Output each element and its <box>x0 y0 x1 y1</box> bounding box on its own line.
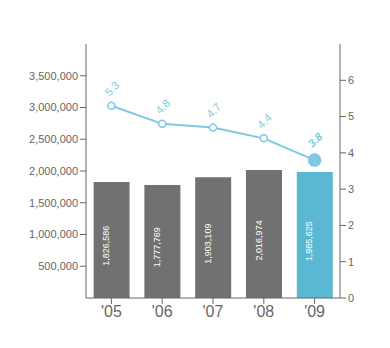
svg-text:4.8: 4.8 <box>153 97 172 116</box>
svg-text:2,500,000: 2,500,000 <box>29 133 78 145</box>
svg-text:4.7: 4.7 <box>204 101 223 120</box>
svg-text:500,000: 500,000 <box>38 260 78 272</box>
svg-text:4: 4 <box>348 147 354 159</box>
svg-text:5: 5 <box>348 110 354 122</box>
svg-text:'06: '06 <box>152 303 173 320</box>
svg-text:3: 3 <box>348 183 354 195</box>
svg-text:3,500,000: 3,500,000 <box>29 70 78 82</box>
svg-text:0: 0 <box>348 292 354 304</box>
svg-text:2: 2 <box>348 219 354 231</box>
svg-text:1: 1 <box>348 256 354 268</box>
svg-text:1,903,109: 1,903,109 <box>203 224 213 264</box>
svg-text:3,000,000: 3,000,000 <box>29 101 78 113</box>
svg-text:6: 6 <box>348 74 354 86</box>
svg-text:2,000,000: 2,000,000 <box>29 165 78 177</box>
svg-text:'08: '08 <box>253 303 274 320</box>
svg-text:1,985,625: 1,985,625 <box>304 221 314 261</box>
svg-text:'09: '09 <box>304 303 325 320</box>
svg-text:4.4: 4.4 <box>255 111 274 130</box>
svg-text:1,826,586: 1,826,586 <box>101 226 111 266</box>
svg-text:5.3: 5.3 <box>102 79 121 98</box>
svg-text:3.8: 3.8 <box>306 130 326 150</box>
svg-text:'05: '05 <box>101 303 122 320</box>
svg-text:1,000,000: 1,000,000 <box>29 228 78 240</box>
svg-text:1,777,769: 1,777,769 <box>152 227 162 267</box>
svg-text:'07: '07 <box>203 303 224 320</box>
svg-text:1,500,000: 1,500,000 <box>29 197 78 209</box>
svg-text:2,016,974: 2,016,974 <box>254 220 264 260</box>
